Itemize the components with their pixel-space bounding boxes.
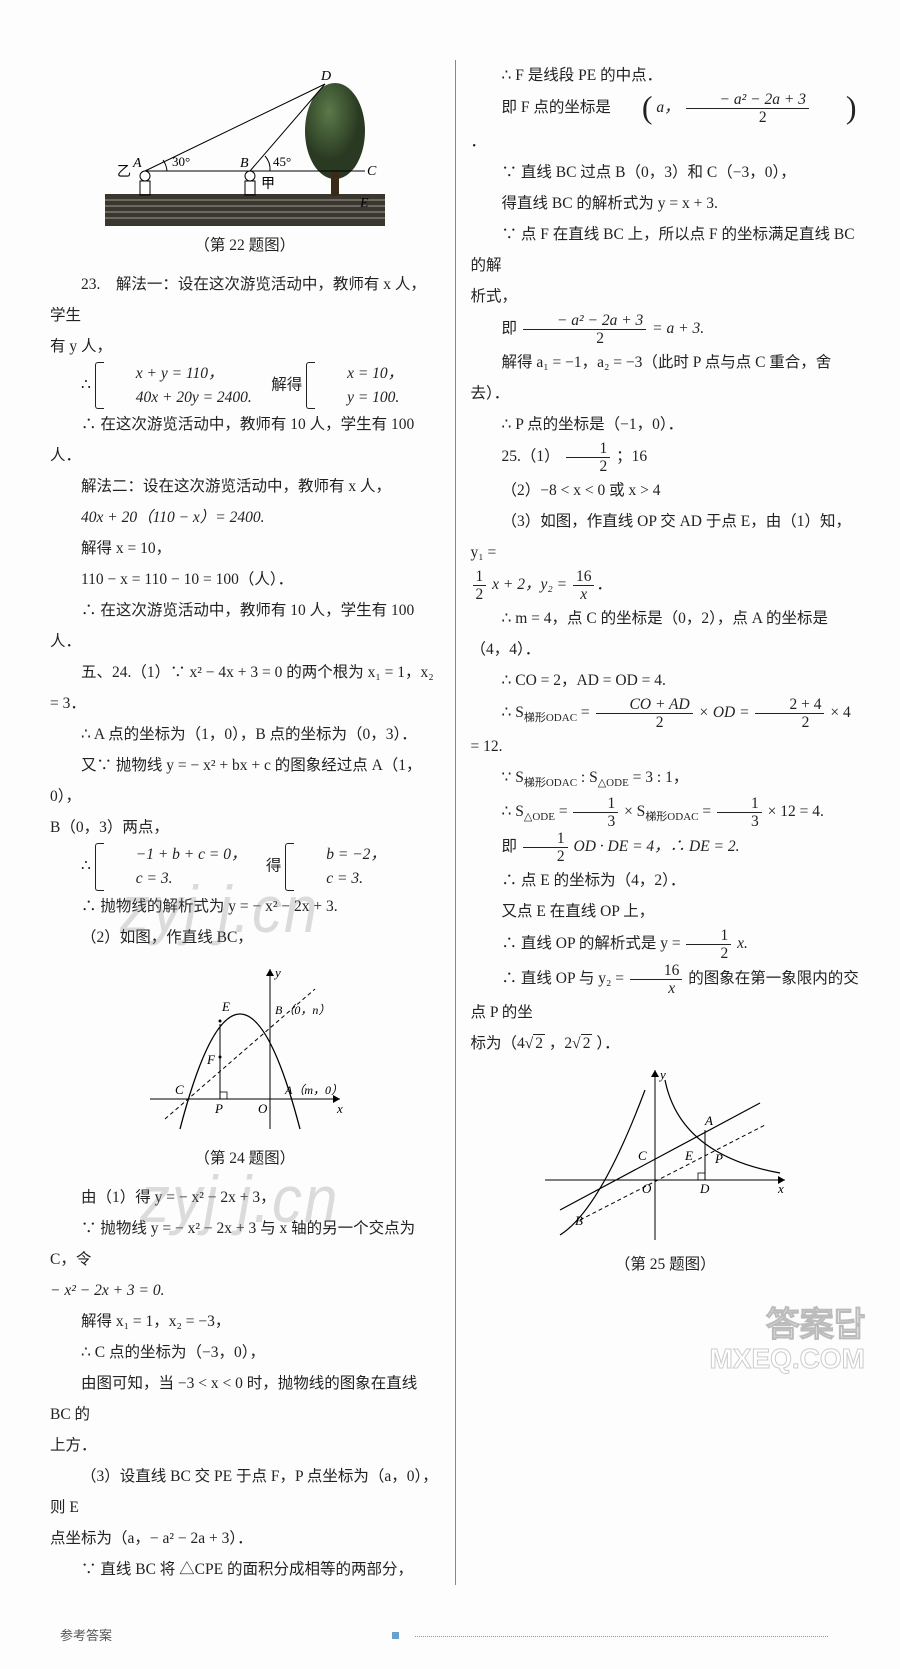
r1: ∴ F 是线段 PE 的中点． bbox=[471, 60, 861, 91]
p24-6: （2）如图，作直线 BC， bbox=[50, 922, 440, 953]
r12: ∴ m = 4，点 C 的坐标是（0，2），点 A 的坐标是（4，4）． bbox=[471, 603, 861, 665]
p24-10: 解得 x₁ = 1，x₂ = −3， bbox=[50, 1306, 440, 1337]
svg-text:O: O bbox=[642, 1181, 652, 1196]
svg-text:O: O bbox=[258, 1101, 268, 1116]
sys1: ∴ x + y = 110，40x + 20y = 2400. 解得 x = 1… bbox=[50, 362, 440, 409]
r10: （2）−8 < x < 0 或 x > 4 bbox=[471, 475, 861, 506]
r9: 25.（1） 12 ；16 bbox=[471, 440, 861, 475]
p23-1: 23. 解法一：设在这次游览活动中，教师有 x 人，学生 bbox=[50, 269, 440, 331]
svg-text:A: A bbox=[704, 1113, 713, 1128]
svg-text:A（m，0）: A（m，0） bbox=[284, 1083, 343, 1097]
r14: ∴ S梯形ODAC = CO + AD2 × OD = 2 + 42 × 4 =… bbox=[471, 696, 861, 762]
footer-left: 参考答案 bbox=[60, 1623, 112, 1649]
r7: 解得 a₁ = −1，a₂ = −3（此时 P 点与点 C 重合，舍去）． bbox=[471, 347, 861, 409]
svg-text:E: E bbox=[359, 196, 369, 211]
p24-12: 由图可知，当 −3 < x < 0 时，抛物线的图象在直线 BC 的 bbox=[50, 1368, 440, 1430]
svg-text:P: P bbox=[714, 1151, 723, 1166]
svg-text:C: C bbox=[175, 1082, 184, 1097]
p23-5: 40x + 20（110 − x）= 2400. bbox=[50, 502, 440, 533]
p24-13: 上方． bbox=[50, 1430, 440, 1461]
svg-text:x: x bbox=[777, 1181, 784, 1196]
p24-8: ∵ 抛物线 y = − x² − 2x + 3 与 x 轴的另一个交点为 C，令 bbox=[50, 1213, 440, 1275]
fig24-caption: （第 24 题图） bbox=[50, 1143, 440, 1174]
p24-4: B（0，3）两点， bbox=[50, 812, 440, 843]
r11b: 12 x + 2，y₂ = 16x． bbox=[471, 568, 861, 603]
svg-text:P: P bbox=[214, 1101, 223, 1116]
p23-7: 110 − x = 110 − 10 = 100（人）． bbox=[50, 564, 440, 595]
r22: 标为（4√2 ，2√2 ）． bbox=[471, 1028, 861, 1059]
figure-25: y x O A B C D E P bbox=[540, 1065, 790, 1245]
r5b: 析式， bbox=[471, 281, 861, 312]
p23-4: 解法二：设在这次游览活动中，教师有 x 人， bbox=[50, 471, 440, 502]
r2: 即 F 点的坐标是( a， − a² − 2a + 32 )． bbox=[471, 91, 861, 157]
r20: ∴ 直线 OP 的解析式是 y = 12 x. bbox=[471, 927, 861, 962]
p24-16: ∵ 直线 BC 将 △CPE 的面积分成相等的两部分， bbox=[50, 1554, 440, 1585]
p24-5: ∴ 抛物线的解析式为 y = − x² − 2x + 3. bbox=[50, 891, 440, 922]
svg-text:y: y bbox=[658, 1067, 666, 1082]
fig25-caption: （第 25 题图） bbox=[471, 1249, 861, 1280]
r15: ∵ S梯形ODAC : S△ODE = 3 : 1， bbox=[471, 762, 861, 794]
r3: ∵ 直线 BC 过点 B（0，3）和 C（−3，0）， bbox=[471, 157, 861, 188]
p24-7: 由（1）得 y = − x² − 2x + 3， bbox=[50, 1182, 440, 1213]
svg-text:甲: 甲 bbox=[261, 177, 275, 192]
r18: ∴ 点 E 的坐标为（4，2）． bbox=[471, 865, 861, 896]
svg-text:D: D bbox=[320, 69, 331, 84]
r6: 即 − a² − 2a + 32 = a + 3. bbox=[471, 312, 861, 347]
r5: ∵ 点 F 在直线 BC 上，所以点 F 的坐标满足直线 BC 的解 bbox=[471, 219, 861, 281]
p23-3: ∴ 在这次游览活动中，教师有 10 人，学生有 100 人． bbox=[50, 409, 440, 471]
svg-text:A: A bbox=[132, 156, 142, 171]
svg-text:B: B bbox=[575, 1213, 583, 1228]
p23-8: ∴ 在这次游览活动中，教师有 10 人，学生有 100 人． bbox=[50, 595, 440, 657]
p23-6: 解得 x = 10， bbox=[50, 533, 440, 564]
sys2: ∴ −1 + b + c = 0，c = 3. 得 b = −2，c = 3. bbox=[50, 843, 440, 890]
svg-text:D: D bbox=[699, 1181, 710, 1196]
svg-text:乙: 乙 bbox=[117, 164, 131, 180]
r21: ∴ 直线 OP 与 y₂ = 16x 的图象在第一象限内的交点 P 的坐 bbox=[471, 962, 861, 1028]
r16: ∴ S△ODE = 13 × S梯形ODAC = 13 × 12 = 4. bbox=[471, 795, 861, 830]
svg-text:E: E bbox=[684, 1148, 693, 1163]
svg-text:30°: 30° bbox=[172, 154, 190, 169]
r17: 即 12 OD · DE = 4，∴ DE = 2. bbox=[471, 830, 861, 865]
r19: 又点 E 在直线 OP 上， bbox=[471, 896, 861, 927]
r13: ∴ CO = 2，AD = OD = 4. bbox=[471, 665, 861, 696]
svg-text:E: E bbox=[221, 999, 230, 1014]
svg-text:x: x bbox=[336, 1101, 343, 1116]
p24-14: （3）设直线 BC 交 PE 于点 F，P 点坐标为（a，0），则 E bbox=[50, 1461, 440, 1523]
p24-3: 又∵ 抛物线 y = − x² + bx + c 的图象经过点 A（1，0）， bbox=[50, 750, 440, 812]
svg-text:B（0，n）: B（0，n） bbox=[275, 1003, 330, 1017]
p23-2: 有 y 人， bbox=[50, 331, 440, 362]
fig22-caption: （第 22 题图） bbox=[50, 230, 440, 261]
p24-2: ∴ A 点的坐标为（1，0），B 点的坐标为（0，3）． bbox=[50, 719, 440, 750]
p24-9: − x² − 2x + 3 = 0. bbox=[50, 1275, 440, 1306]
svg-text:45°: 45° bbox=[273, 154, 291, 169]
p24-15: 点坐标为（a，− a² − 2a + 3）． bbox=[50, 1523, 440, 1554]
figure-22: A B C D E 乙 甲 30° 45° bbox=[105, 66, 385, 226]
r8: ∴ P 点的坐标是（−1，0）． bbox=[471, 409, 861, 440]
r11: （3）如图，作直线 OP 交 AD 于点 E，由（1）知，y₁ = bbox=[471, 506, 861, 568]
p24-1: 五、24.（1）∵ x² − 4x + 3 = 0 的两个根为 x₁ = 1，x… bbox=[50, 657, 440, 719]
svg-text:y: y bbox=[273, 965, 281, 980]
r4: 得直线 BC 的解析式为 y = x + 3. bbox=[471, 188, 861, 219]
figure-24: y x O A（m，0） B（0，n） C E F P bbox=[140, 959, 350, 1139]
svg-text:B: B bbox=[240, 156, 249, 171]
svg-text:F: F bbox=[206, 1052, 216, 1067]
svg-text:C: C bbox=[367, 164, 377, 179]
p24-11: ∴ C 点的坐标为（−3，0）， bbox=[50, 1337, 440, 1368]
svg-text:C: C bbox=[638, 1148, 647, 1163]
